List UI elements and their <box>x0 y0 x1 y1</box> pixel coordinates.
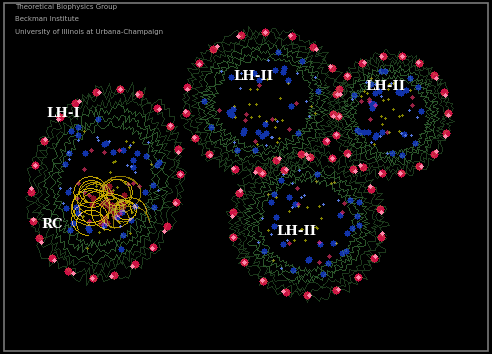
Text: LH-II: LH-II <box>234 70 274 82</box>
Text: LH-I: LH-I <box>47 107 81 120</box>
Text: LH-II: LH-II <box>277 225 316 238</box>
Text: Beckman Institute: Beckman Institute <box>15 16 79 22</box>
Text: Theoretical Biophysics Group: Theoretical Biophysics Group <box>15 4 117 10</box>
Text: University of Illinois at Urbana-Champaign: University of Illinois at Urbana-Champai… <box>15 29 163 35</box>
Text: RC: RC <box>42 218 63 231</box>
Text: LH-II: LH-II <box>365 80 405 93</box>
